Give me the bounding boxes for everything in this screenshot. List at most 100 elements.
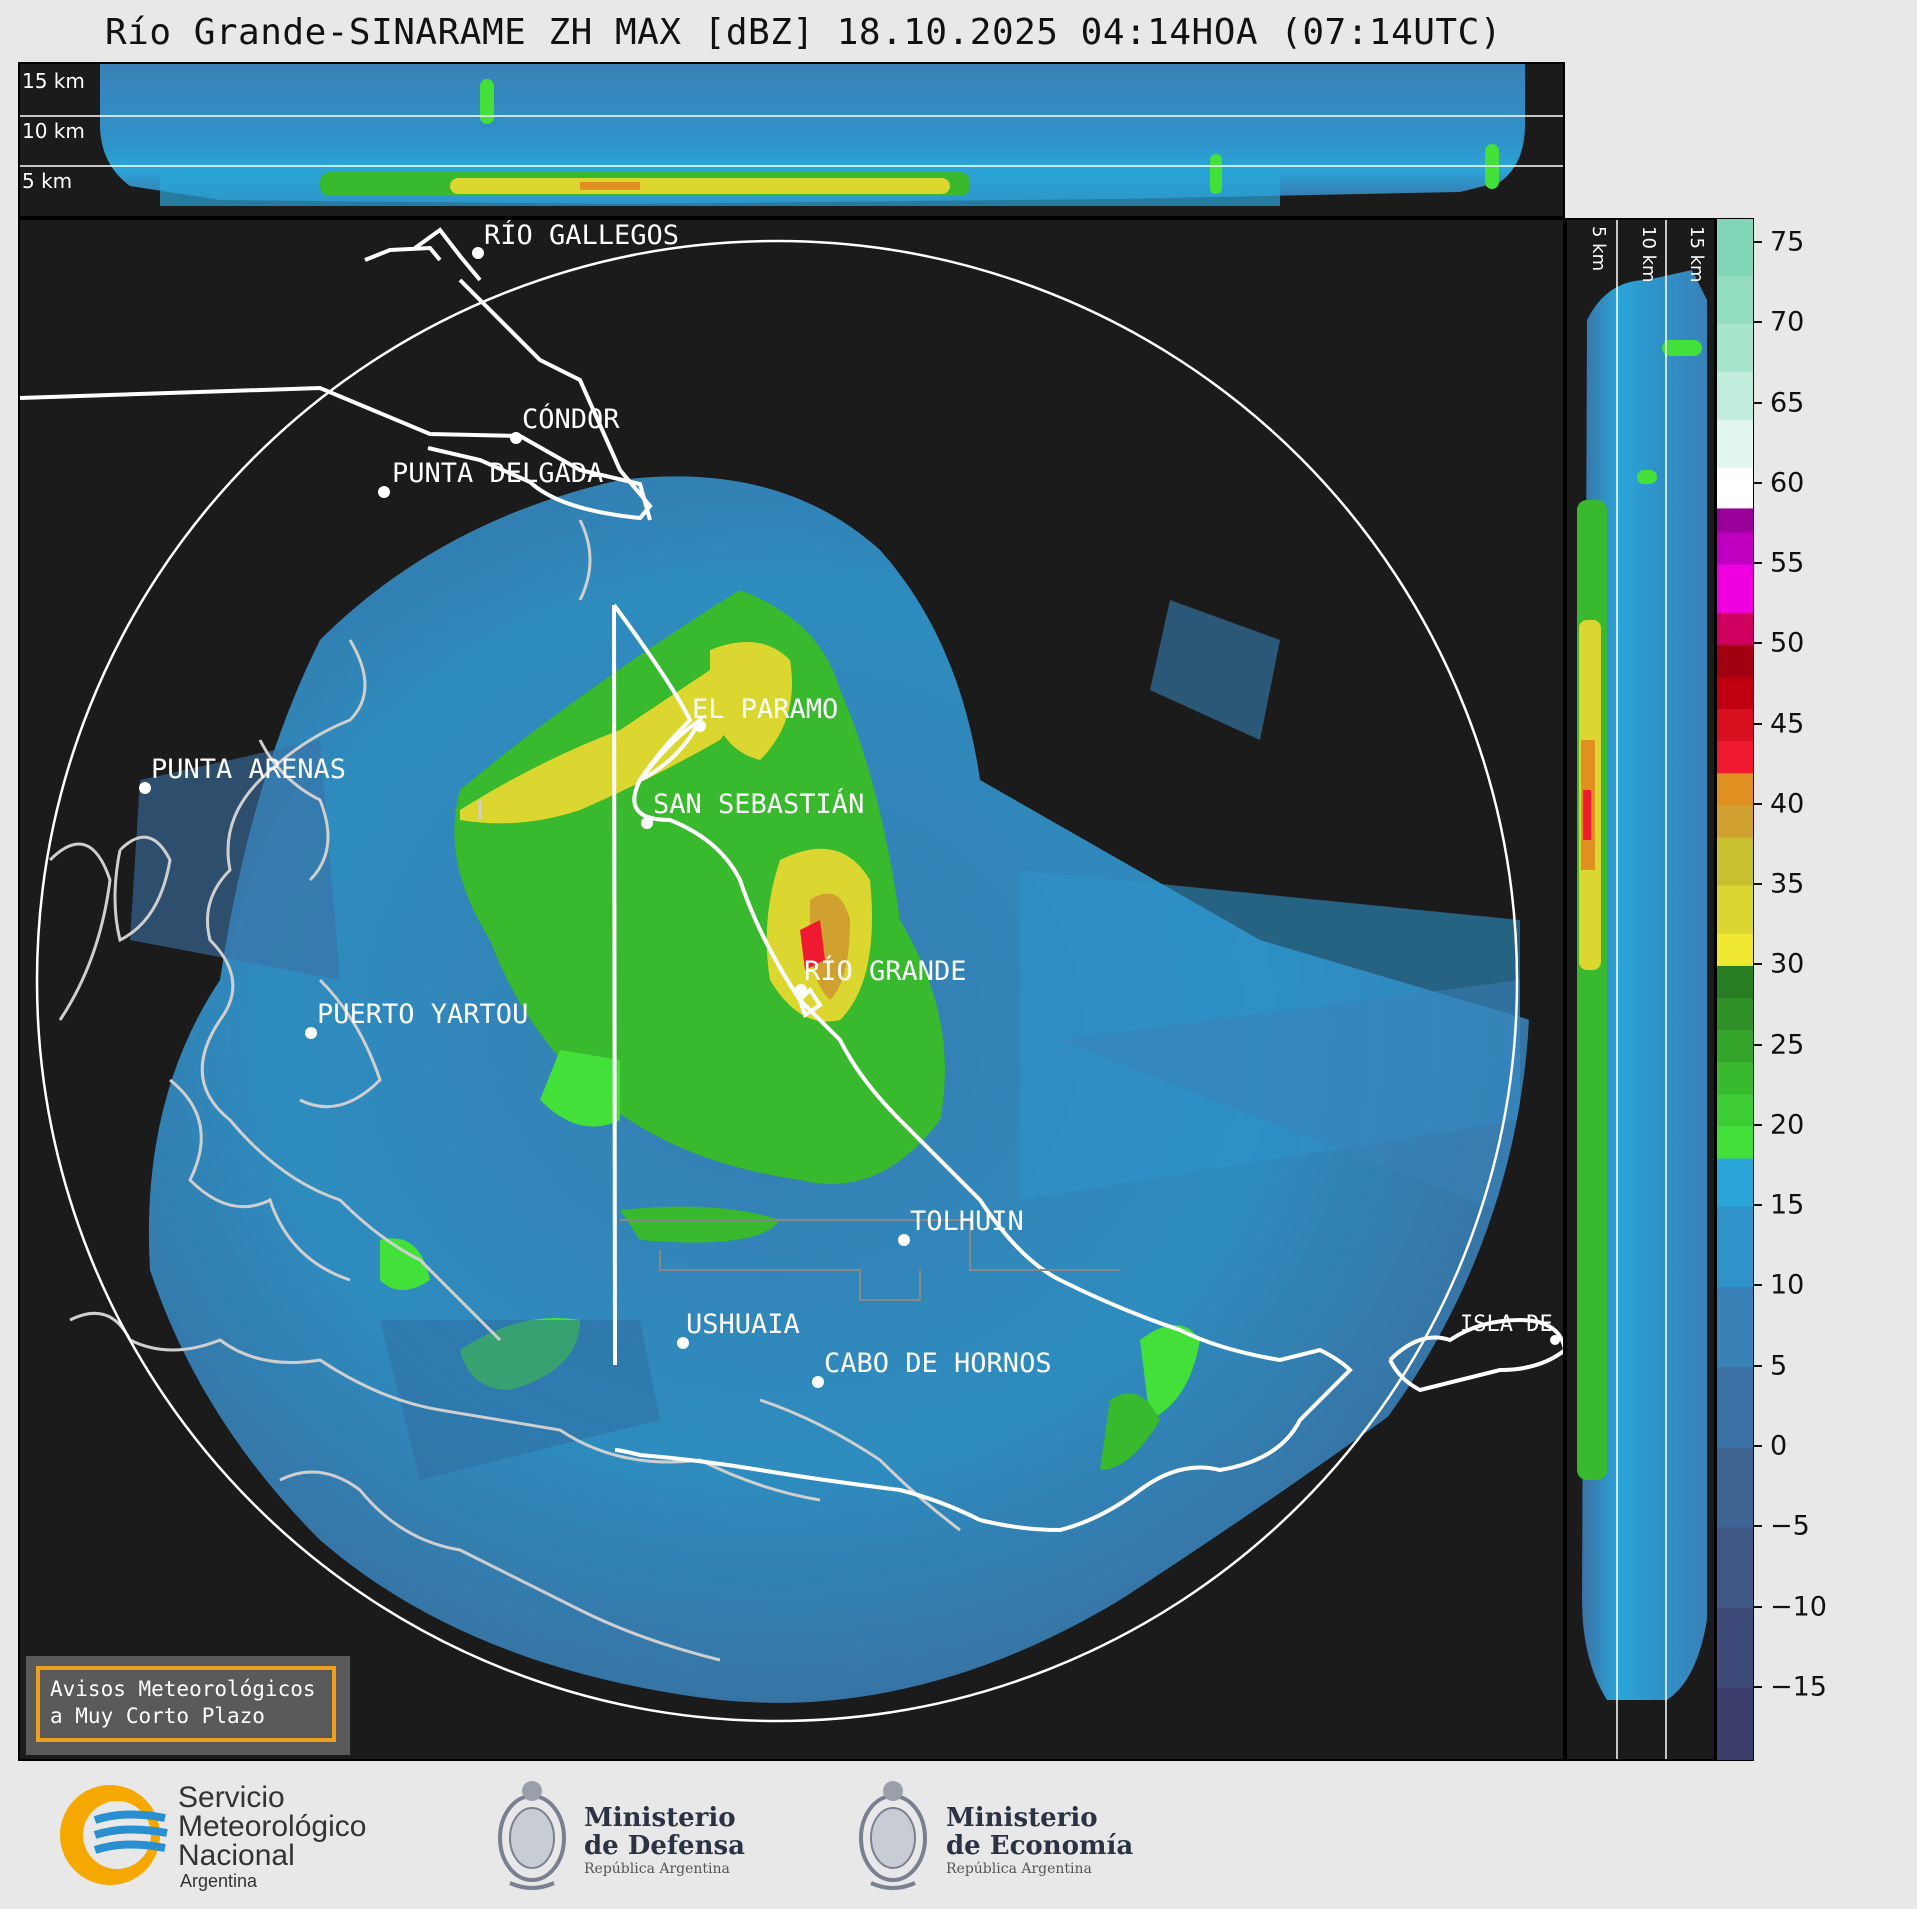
colorbar-tick [1754, 1525, 1762, 1528]
colorbar-tick [1754, 1685, 1762, 1688]
defensa-seal-icon [498, 1781, 566, 1890]
defensa-line-2: de Defensa [584, 1831, 745, 1861]
colorbar-band [1717, 1125, 1753, 1159]
top-echo-cell-1 [480, 79, 494, 124]
radar-map-panel[interactable]: RÍO GALLEGOS CÓNDOR PUNTA DELGADA PUNTA … [18, 218, 1565, 1761]
colorbar-band [1717, 933, 1753, 966]
marker-ushuaia [677, 1337, 689, 1349]
colorbar-tick-label: 40 [1770, 788, 1805, 820]
colorbar-tick [1754, 562, 1762, 565]
colorbar-tick-label: 60 [1770, 467, 1805, 499]
colorbar-tick-label: 50 [1770, 627, 1805, 659]
colorbar-band [1717, 1366, 1753, 1448]
label-condor: CÓNDOR [522, 403, 620, 435]
label-puerto-yartou: PUERTO YARTOU [317, 999, 528, 1030]
economia-line-1: Ministerio [946, 1803, 1098, 1833]
side-echo-cell-1 [1662, 340, 1702, 356]
colorbar-tick [1754, 481, 1762, 484]
colorbar-tick [1754, 963, 1762, 966]
colorbar-tick [1754, 642, 1762, 645]
colorbar-band [1717, 219, 1753, 276]
radar-map[interactable]: RÍO GALLEGOS CÓNDOR PUNTA DELGADA PUNTA … [20, 220, 1563, 1759]
economia-line-2: de Economía [946, 1831, 1134, 1861]
colorbar-band [1717, 772, 1753, 806]
colorbar-tick-label: −10 [1770, 1591, 1827, 1622]
top-echo-orange [580, 182, 640, 190]
alert-box[interactable]: Avisos Meteorológicos a Muy Corto Plazo [26, 1656, 350, 1755]
alert-line-2: a Muy Corto Plazo [50, 1704, 265, 1728]
colorbar-band [1717, 965, 1753, 999]
economia-seal-icon [859, 1781, 927, 1890]
smn-name: Servicio Meteorológico Nacional Argentin… [178, 1783, 366, 1892]
label-punta-delgada: PUNTA DELGADA [392, 458, 603, 489]
colorbar-tick [1754, 802, 1762, 805]
colorbar-band [1717, 419, 1753, 469]
colorbar-band [1717, 1607, 1753, 1689]
colorbar-band [1717, 708, 1753, 742]
smn-line-4: Argentina [180, 1871, 258, 1891]
marker-puerto-yartou [305, 1027, 317, 1039]
defensa-name: Ministerio de Defensa República Argentin… [584, 1804, 745, 1878]
marker-san-sebastian [641, 817, 653, 829]
side-label-10km: 10 km [1638, 226, 1659, 283]
colorbar-bands [1717, 219, 1753, 1760]
side-echo-cell-2 [1637, 470, 1657, 484]
label-isla-de-los-estados: ISLA DE LOS ESTADOS [1460, 1312, 1563, 1337]
marker-punta-arenas [139, 782, 151, 794]
label-punta-arenas: PUNTA ARENAS [151, 754, 346, 785]
marker-cabo-de-hornos [812, 1376, 824, 1388]
echo-field [130, 476, 1530, 1703]
economia-name: Ministerio de Economía República Argenti… [946, 1804, 1133, 1878]
label-tolhuin: TOLHUIN [910, 1206, 1024, 1237]
colorbar-tick-label: 35 [1770, 868, 1805, 900]
colorbar-band [1717, 676, 1753, 710]
colorbar-tick [1754, 1043, 1762, 1046]
colorbar-tick-label: 5 [1770, 1350, 1788, 1382]
marker-tolhuin [898, 1234, 910, 1246]
label-rio-grande: RÍO GRANDE [804, 955, 967, 987]
smn-line-2: Meteorológico [178, 1810, 367, 1843]
side-cross-section-plot: 5 km 10 km 15 km [1577, 220, 1707, 1759]
colorbar-tick-label: 30 [1770, 948, 1805, 980]
colorbar-tick [1754, 401, 1762, 404]
label-san-sebastian: SAN SEBASTIÁN [653, 788, 864, 820]
colorbar-band [1717, 1061, 1753, 1095]
alert-box-frame[interactable]: Avisos Meteorológicos a Muy Corto Plazo [36, 1666, 336, 1742]
colorbar-band [1717, 740, 1753, 774]
colorbar-tick [1754, 1284, 1762, 1287]
economia-line-3: República Argentina [946, 1861, 1092, 1877]
alert-line-1: Avisos Meteorológicos [50, 1677, 316, 1701]
colorbar-band [1717, 1093, 1753, 1127]
colorbar-tick-label: 70 [1770, 306, 1805, 338]
colorbar-tick [1754, 241, 1762, 244]
top-cross-section-plot: 15 km 10 km 5 km [20, 64, 1563, 206]
colorbar-band [1717, 885, 1753, 934]
colorbar [1716, 218, 1754, 1761]
defensa-line-3: República Argentina [584, 1861, 730, 1877]
colorbar-tick-label: 20 [1770, 1109, 1805, 1141]
colorbar-band [1717, 1286, 1753, 1368]
top-label-15km: 15 km [22, 69, 85, 93]
colorbar-band [1717, 371, 1753, 421]
colorbar-band [1717, 1527, 1753, 1609]
smn-line-1: Servicio [178, 1781, 285, 1814]
colorbar-tick [1754, 1605, 1762, 1608]
colorbar-band [1717, 323, 1753, 372]
smn-line-3: Nacional [178, 1839, 295, 1872]
page-title: Río Grande-SINARAME ZH MAX [dBZ] 18.10.2… [105, 12, 1502, 53]
colorbar-band [1717, 1446, 1753, 1528]
inner-border [620, 1219, 1120, 1301]
colorbar-tick-label: 55 [1770, 547, 1805, 579]
colorbar-band [1717, 1158, 1753, 1207]
label-el-paramo: EL PARAMO [692, 694, 838, 725]
defensa-line-1: Ministerio [584, 1803, 736, 1833]
marker-condor [510, 432, 522, 444]
smn-logo-icon [60, 1785, 168, 1885]
side-echo-envelope [1582, 270, 1707, 1700]
top-label-10km: 10 km [22, 119, 85, 143]
colorbar-tick [1754, 321, 1762, 324]
label-cabo-de-hornos: CABO DE HORNOS [824, 1348, 1052, 1379]
colorbar-tick [1754, 1204, 1762, 1207]
marker-rio-gallegos [472, 247, 484, 259]
colorbar-tick-label: 65 [1770, 387, 1805, 419]
